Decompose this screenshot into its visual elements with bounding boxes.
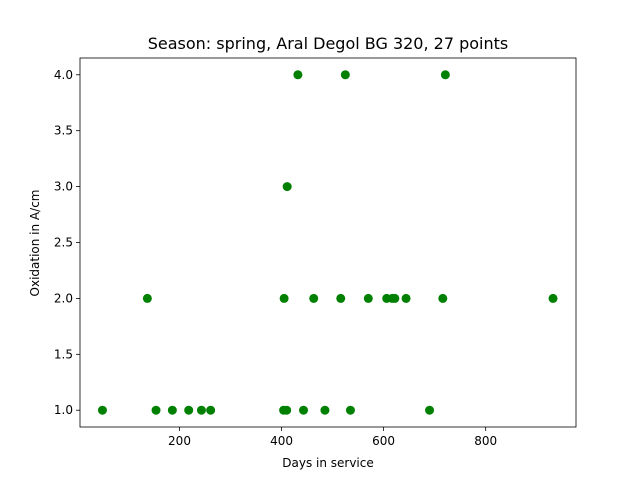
chart-title: Season: spring, Aral Degol BG 320, 27 po… xyxy=(148,34,509,53)
data-point xyxy=(97,405,107,415)
data-point xyxy=(196,405,206,415)
data-point xyxy=(293,70,303,80)
data-points xyxy=(97,70,558,415)
data-point xyxy=(548,293,558,303)
y-axis-ticks: 1.0 1.5 2.0 2.5 3.0 3.5 4.0 xyxy=(54,68,80,417)
data-point xyxy=(184,405,194,415)
y-tick-label: 2.5 xyxy=(54,236,73,250)
x-tick-label: 600 xyxy=(372,434,395,448)
data-point xyxy=(282,405,292,415)
data-point xyxy=(425,405,435,415)
data-point xyxy=(390,293,400,303)
data-point xyxy=(151,405,161,415)
x-axis-label: Days in service xyxy=(282,456,374,470)
data-point xyxy=(440,70,450,80)
data-point xyxy=(345,405,355,415)
data-point xyxy=(142,293,152,303)
data-point xyxy=(282,182,292,192)
data-point xyxy=(363,293,373,303)
data-point xyxy=(320,405,330,415)
data-point xyxy=(279,293,289,303)
y-axis-label: Oxidation in A/cm xyxy=(28,190,42,297)
y-tick-label: 1.5 xyxy=(54,347,73,361)
data-point xyxy=(299,405,309,415)
x-tick-label: 200 xyxy=(168,434,191,448)
data-point xyxy=(336,293,346,303)
y-tick-label: 1.0 xyxy=(54,403,73,417)
y-tick-label: 4.0 xyxy=(54,68,73,82)
data-point xyxy=(401,293,411,303)
y-tick-label: 3.5 xyxy=(54,124,73,138)
data-point xyxy=(206,405,216,415)
x-tick-label: 800 xyxy=(474,434,497,448)
data-point xyxy=(438,293,448,303)
x-axis-ticks: 200 400 600 800 xyxy=(168,427,497,448)
x-tick-label: 400 xyxy=(270,434,293,448)
y-tick-label: 2.0 xyxy=(54,291,73,305)
data-point xyxy=(167,405,177,415)
data-point xyxy=(309,293,319,303)
data-point xyxy=(340,70,350,80)
y-tick-label: 3.0 xyxy=(54,180,73,194)
